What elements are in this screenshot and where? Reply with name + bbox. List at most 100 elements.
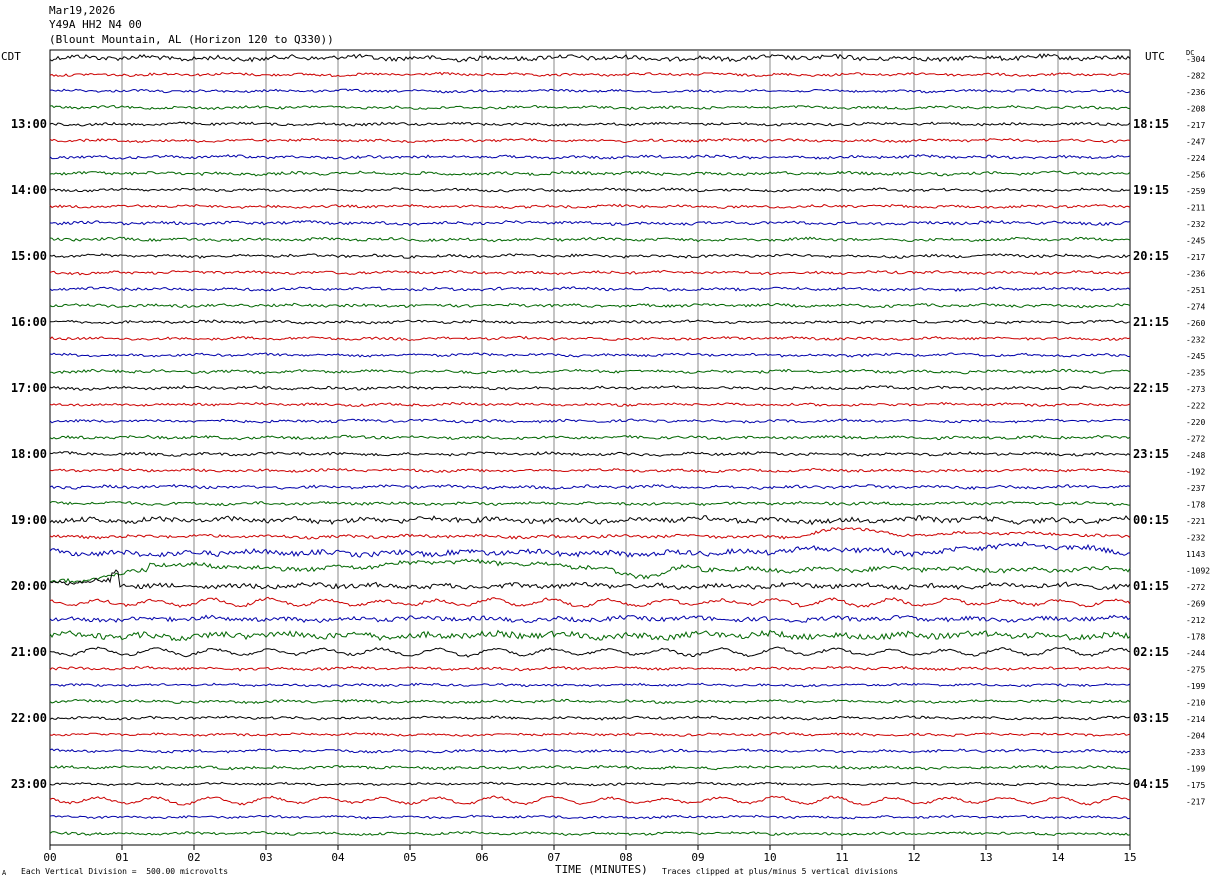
trace-line — [50, 368, 1131, 375]
dc-offset-label: -224 — [1186, 154, 1205, 163]
utc-hour-label: 22:15 — [1133, 381, 1169, 395]
dc-offset-label: -199 — [1186, 682, 1205, 691]
x-tick-label: 02 — [187, 851, 200, 864]
trace-line — [49, 203, 1131, 209]
dc-offset-label: -208 — [1186, 105, 1205, 114]
x-tick-label: 01 — [115, 851, 128, 864]
dc-offset-label: -232 — [1186, 220, 1205, 229]
dc-offset-label: -1092 — [1186, 567, 1210, 576]
trace-line — [49, 541, 1131, 558]
x-axis-title: TIME (MINUTES) — [555, 863, 648, 876]
trace-line — [49, 451, 1131, 457]
trace-line — [49, 764, 1130, 771]
trace-line — [49, 302, 1131, 309]
x-tick-label: 00 — [43, 851, 56, 864]
dc-offset-label: -272 — [1186, 583, 1205, 592]
dc-offset-label: -259 — [1186, 187, 1205, 196]
trace-line — [49, 88, 1131, 94]
dc-offset-label: -212 — [1186, 616, 1205, 625]
dc-offset-label: -232 — [1186, 336, 1205, 345]
cdt-label: CDT — [1, 50, 21, 63]
x-tick-label: 14 — [1051, 851, 1065, 864]
dc-offset-label: -245 — [1186, 237, 1205, 246]
dc-offset-label: -274 — [1186, 303, 1205, 312]
utc-hour-label: 20:15 — [1133, 249, 1169, 263]
trace-line — [49, 558, 1131, 584]
trace-line — [49, 71, 1131, 78]
dc-offset-label: -204 — [1186, 732, 1205, 741]
dc-offset-label: -272 — [1186, 435, 1205, 444]
trace-line — [49, 795, 1131, 806]
dc-offset-label: -220 — [1186, 418, 1205, 427]
dc-offset-label: -211 — [1186, 204, 1205, 213]
trace-line — [49, 682, 1131, 688]
trace-line — [49, 731, 1131, 738]
trace-line — [49, 104, 1131, 111]
utc-hour-label: 00:15 — [1133, 513, 1169, 527]
dc-offset-label: -217 — [1186, 121, 1205, 130]
dc-offset-label: -222 — [1186, 402, 1205, 411]
corner-mark: A — [2, 869, 7, 877]
utc-hour-label: 02:15 — [1133, 645, 1169, 659]
dc-offset-label: -273 — [1186, 385, 1205, 394]
x-tick-label: 09 — [691, 851, 704, 864]
dc-offset-label: -199 — [1186, 765, 1205, 774]
dc-offset-label: -282 — [1186, 72, 1205, 81]
dc-offset-label: -217 — [1186, 798, 1205, 807]
location-label: (Blount Mountain, AL (Horizon 120 to Q33… — [49, 33, 334, 46]
dc-offset-label: -217 — [1186, 253, 1205, 262]
cdt-hour-label: 13:00 — [11, 117, 47, 131]
trace-line — [49, 515, 1131, 526]
trace-line — [49, 434, 1131, 441]
dc-offset-label: -236 — [1186, 88, 1205, 97]
date-label: Mar19,2026 — [49, 4, 116, 17]
utc-hour-label: 19:15 — [1133, 183, 1169, 197]
trace-line — [49, 715, 1131, 721]
dc-offset-label: -247 — [1186, 138, 1205, 147]
cdt-hour-label: 16:00 — [11, 315, 47, 329]
trace-line — [49, 467, 1130, 474]
dc-offset-label: -221 — [1186, 517, 1205, 526]
trace-line — [49, 401, 1131, 408]
trace-line — [49, 698, 1131, 705]
trace-line — [49, 53, 1131, 63]
x-tick-label: 06 — [475, 851, 488, 864]
dc-offset-label: -178 — [1186, 501, 1205, 510]
x-tick-label: 15 — [1123, 851, 1136, 864]
utc-hour-label: 04:15 — [1133, 777, 1169, 791]
trace-line — [49, 187, 1131, 193]
trace-line — [49, 154, 1131, 160]
dc-offset-label: -248 — [1186, 451, 1205, 460]
x-tick-label: 10 — [763, 851, 776, 864]
x-tick-label: 12 — [907, 851, 920, 864]
trace-line — [49, 596, 1131, 608]
trace-line — [49, 236, 1131, 243]
x-tick-label: 04 — [331, 851, 345, 864]
trace-line — [50, 319, 1131, 325]
dc-offset-label: -245 — [1186, 352, 1205, 361]
trace-line — [49, 646, 1131, 658]
trace-line — [49, 170, 1131, 177]
utc-hour-label: 23:15 — [1133, 447, 1169, 461]
trace-line — [49, 781, 1131, 787]
trace-line — [49, 483, 1131, 491]
dc-offset-label: -175 — [1186, 781, 1205, 790]
cdt-hour-label: 23:00 — [11, 777, 47, 791]
cdt-hour-label: 17:00 — [11, 381, 47, 395]
x-tick-label: 05 — [403, 851, 416, 864]
cdt-hour-label: 18:00 — [11, 447, 47, 461]
x-tick-label: 03 — [259, 851, 272, 864]
cdt-hour-label: 19:00 — [11, 513, 47, 527]
trace-line — [49, 830, 1131, 837]
trace-line — [49, 569, 1131, 591]
trace-line — [49, 269, 1131, 276]
trace-line — [49, 352, 1130, 358]
x-tick-label: 13 — [979, 851, 992, 864]
dc-offset-label: -236 — [1186, 270, 1205, 279]
dc-offset-label: -275 — [1186, 666, 1205, 675]
dc-offset-label: -214 — [1186, 715, 1205, 724]
trace-line — [49, 527, 1131, 540]
trace-line — [49, 614, 1131, 624]
trace-line — [49, 384, 1131, 391]
